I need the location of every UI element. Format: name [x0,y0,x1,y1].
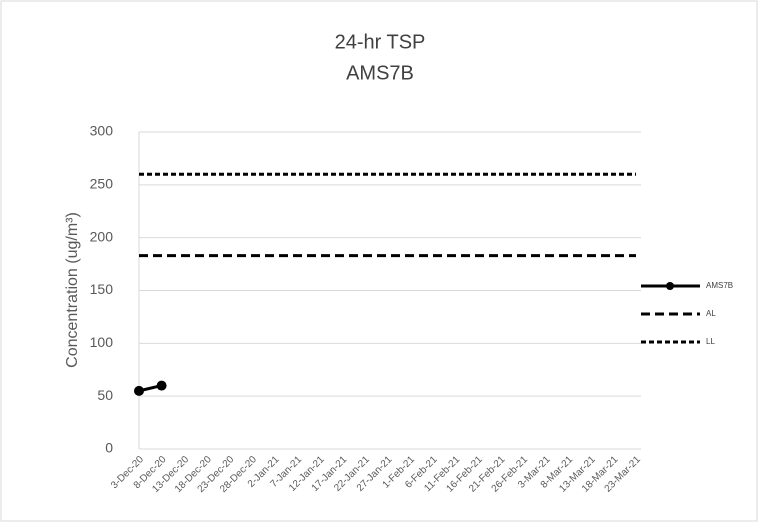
chart-subtitle: AMS7B [346,62,414,84]
y-axis-label: Concentration (ug/m³) [64,212,81,368]
legend-label: LL [706,337,715,346]
y-tick-label: 200 [90,228,114,244]
y-tick-label: 250 [90,176,114,192]
data-point [134,385,144,396]
y-tick-label: 150 [90,281,114,297]
legend-marker [666,282,674,290]
chart-title: 24-hr TSP [335,31,426,53]
legend-label: AMS7B [706,281,733,290]
y-tick-label: 50 [97,387,113,403]
y-tick-label: 0 [105,440,113,456]
y-tick-label: 100 [90,334,114,350]
y-tick-label: 300 [90,123,114,139]
data-point [156,380,167,391]
legend-label: AL [706,309,716,318]
